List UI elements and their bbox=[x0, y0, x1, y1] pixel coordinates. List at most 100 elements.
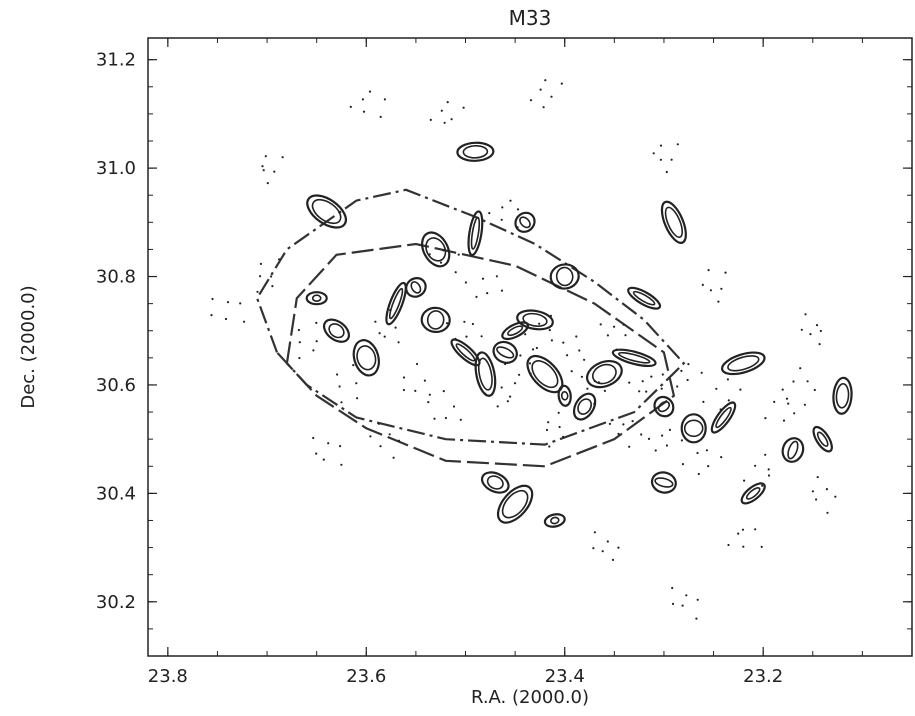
star-dot bbox=[465, 335, 468, 338]
contour-blob-inner bbox=[654, 477, 674, 488]
star-dot bbox=[761, 484, 764, 487]
y-tick-label: 31.0 bbox=[96, 158, 136, 179]
contour-blob-inner bbox=[745, 487, 761, 500]
star-dot bbox=[650, 375, 653, 378]
star-dot bbox=[680, 439, 684, 442]
star-dot bbox=[475, 295, 478, 298]
star-dot bbox=[496, 405, 499, 408]
contour-blob bbox=[305, 291, 328, 306]
contour-blob bbox=[405, 277, 427, 298]
star-dot bbox=[599, 323, 602, 326]
star-dot bbox=[454, 337, 457, 340]
star-dot bbox=[707, 465, 710, 468]
star-dot bbox=[737, 532, 740, 535]
star-dot bbox=[815, 324, 819, 327]
contour-blob bbox=[450, 338, 481, 367]
star-dot bbox=[562, 435, 565, 438]
chart-title: M33 bbox=[509, 6, 552, 30]
star-dot bbox=[671, 602, 675, 606]
star-dot bbox=[442, 249, 445, 252]
star-dot bbox=[676, 385, 679, 388]
star-dot bbox=[397, 439, 401, 442]
star-dot bbox=[504, 362, 507, 366]
contour-blob bbox=[572, 392, 597, 421]
star-dot bbox=[617, 432, 620, 435]
contour-blob-inner bbox=[683, 419, 704, 438]
plot-frame bbox=[147, 37, 913, 657]
star-dot bbox=[782, 419, 786, 422]
star-dot bbox=[613, 325, 616, 328]
star-dot bbox=[702, 400, 705, 403]
contour-blob bbox=[680, 413, 707, 444]
star-dot bbox=[792, 380, 795, 383]
star-dot bbox=[624, 334, 627, 337]
star-dot bbox=[495, 275, 498, 278]
contour-blob-inner bbox=[388, 287, 404, 320]
star-dot bbox=[340, 463, 343, 466]
star-dot bbox=[336, 373, 339, 376]
contour-blob-inner bbox=[356, 345, 377, 371]
star-dot bbox=[720, 287, 723, 290]
star-dot bbox=[550, 95, 553, 98]
contour-blob-inner bbox=[455, 343, 476, 362]
star-dot bbox=[727, 399, 730, 402]
contour-blob-inner bbox=[501, 489, 529, 519]
star-dot bbox=[338, 385, 341, 388]
star-dot bbox=[488, 212, 491, 215]
star-dot bbox=[816, 476, 819, 479]
y-axis-label: Dec. (2000.0) bbox=[18, 285, 39, 408]
star-dot bbox=[447, 248, 450, 251]
contour-blob bbox=[781, 437, 805, 463]
star-dot bbox=[606, 540, 609, 543]
star-dot bbox=[356, 397, 359, 400]
star-dot bbox=[558, 425, 561, 429]
star-dot bbox=[211, 297, 214, 301]
star-dot bbox=[266, 182, 269, 185]
star-dot bbox=[654, 449, 657, 452]
y-tick-label: 30.6 bbox=[96, 375, 136, 396]
contour-blob-inner bbox=[727, 355, 760, 372]
contour-blob bbox=[549, 263, 580, 290]
contour-blob bbox=[740, 482, 766, 505]
star-dot bbox=[281, 156, 284, 159]
star-dot bbox=[450, 118, 453, 121]
star-dot bbox=[742, 545, 745, 548]
star-dot bbox=[800, 328, 803, 331]
star-dot bbox=[361, 98, 364, 101]
star-dot bbox=[443, 121, 446, 124]
star-dot bbox=[312, 436, 315, 440]
contour-blob bbox=[543, 513, 566, 528]
contour-blob bbox=[306, 194, 347, 229]
star-dot bbox=[597, 381, 600, 384]
star-dot bbox=[383, 98, 386, 101]
star-dot bbox=[578, 349, 581, 352]
contour-blob bbox=[467, 210, 484, 257]
star-dot bbox=[767, 468, 770, 471]
contour-blob bbox=[812, 425, 833, 453]
star-dot bbox=[484, 392, 487, 395]
star-dot bbox=[566, 354, 569, 357]
contour-blob-inner bbox=[507, 325, 524, 337]
star-dot bbox=[785, 397, 789, 400]
star-dot bbox=[442, 390, 445, 393]
contour-blob-inner bbox=[486, 475, 504, 490]
star-dot bbox=[647, 437, 651, 440]
star-dot bbox=[264, 155, 267, 158]
star-dot bbox=[243, 320, 246, 323]
star-dot bbox=[717, 300, 720, 303]
star-dot bbox=[535, 346, 539, 350]
star-dot bbox=[799, 367, 802, 370]
star-dot bbox=[696, 451, 699, 455]
star-dot bbox=[312, 349, 315, 352]
star-dot bbox=[389, 309, 392, 312]
contour-blob-inner bbox=[591, 363, 617, 385]
star-dot bbox=[388, 433, 391, 436]
star-dot bbox=[593, 531, 597, 534]
star-dot bbox=[701, 283, 704, 286]
star-dot bbox=[394, 326, 397, 329]
star-dot bbox=[760, 545, 763, 549]
star-dot bbox=[686, 378, 689, 382]
star-dot bbox=[705, 449, 709, 452]
axis-ticks: 23.8 23.6 23.4 23.2 30.2 30.4 30.6 30.8 31.0 31.2 bbox=[96, 38, 912, 687]
